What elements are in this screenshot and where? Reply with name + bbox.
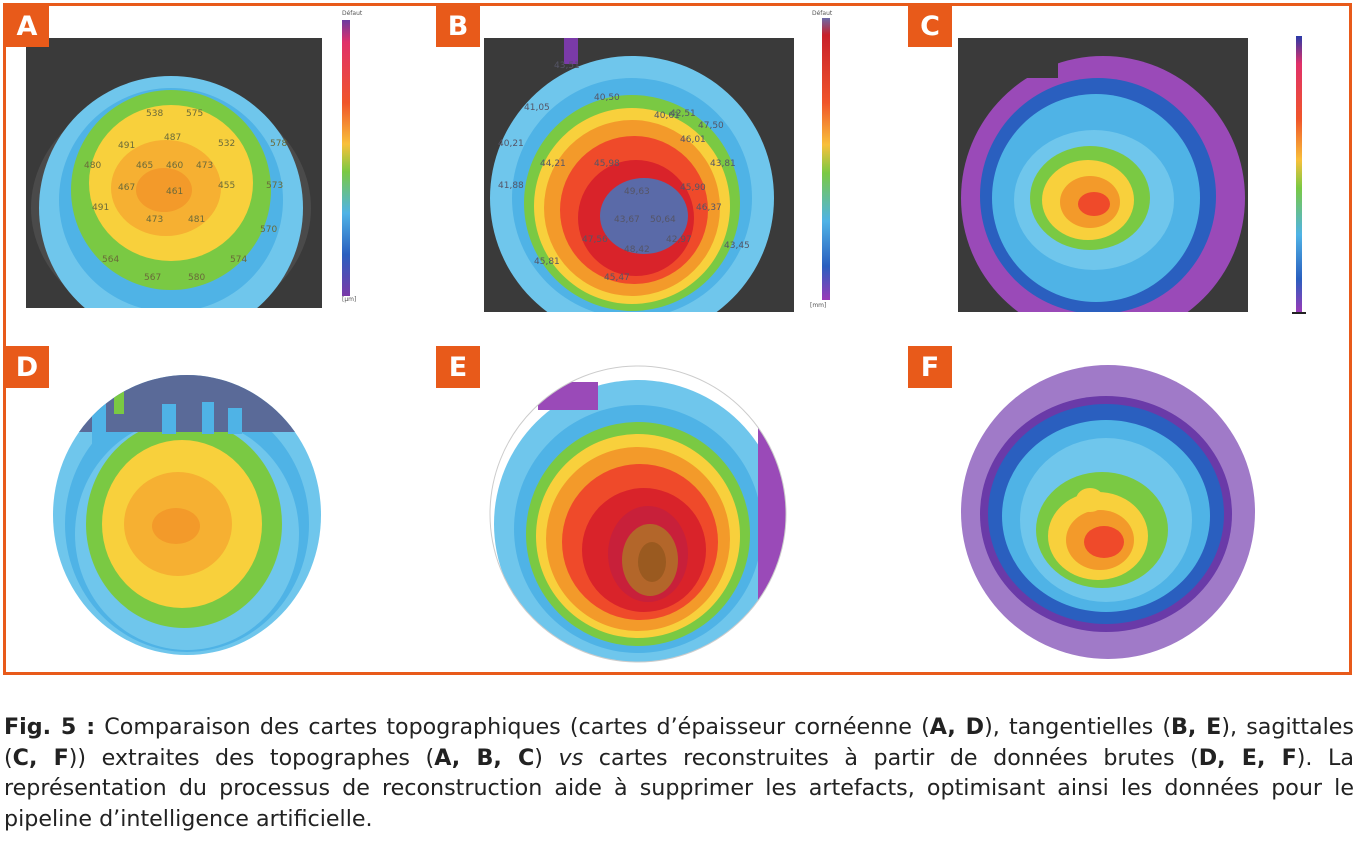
svg-text:538: 538: [146, 109, 163, 119]
svg-text:45,90: 45,90: [680, 183, 706, 193]
reconstructed-thickness-map-d: [52, 374, 322, 656]
svg-text:473: 473: [146, 215, 163, 225]
svg-text:45,98: 45,98: [594, 159, 620, 169]
curvature-values-b: 43,51 40,50 42,51 41,05 47,50 40,21 44,2…: [498, 61, 750, 283]
figure-label: Fig. 5 :: [4, 714, 96, 740]
svg-text:50,64: 50,64: [650, 215, 676, 225]
svg-text:455: 455: [218, 181, 235, 191]
svg-text:42,51: 42,51: [670, 109, 696, 119]
svg-text:578: 578: [270, 139, 287, 149]
figure-caption: Fig. 5 : Comparaison des cartes topograp…: [4, 714, 1354, 832]
svg-text:460: 460: [166, 161, 183, 171]
svg-text:45,81: 45,81: [534, 257, 560, 267]
svg-text:49,63: 49,63: [624, 187, 650, 197]
svg-text:41,88: 41,88: [498, 181, 524, 191]
svg-text:45,47: 45,47: [604, 273, 630, 283]
svg-text:574: 574: [230, 255, 247, 265]
svg-text:570: 570: [260, 225, 277, 235]
svg-text:567: 567: [144, 273, 161, 283]
svg-text:47,56: 47,56: [582, 235, 608, 245]
svg-text:40,21: 40,21: [498, 139, 524, 149]
svg-text:467: 467: [118, 183, 135, 193]
panel-label-c: C: [908, 5, 952, 47]
svg-text:42,97: 42,97: [666, 235, 692, 245]
svg-text:491: 491: [92, 203, 109, 213]
svg-text:580: 580: [188, 273, 205, 283]
svg-text:573: 573: [266, 181, 283, 191]
svg-text:46,01: 46,01: [680, 135, 706, 145]
svg-text:48,42: 48,42: [624, 245, 650, 255]
reconstructed-sagittal-map-f: [960, 364, 1256, 660]
svg-text:491: 491: [118, 141, 135, 151]
svg-text:564: 564: [102, 255, 119, 265]
svg-text:44,21: 44,21: [540, 159, 566, 169]
svg-text:41,05: 41,05: [524, 103, 550, 113]
svg-text:43,51: 43,51: [554, 61, 580, 71]
svg-text:47,50: 47,50: [698, 121, 724, 131]
color-scale-c: [1284, 30, 1314, 318]
color-scale-b: Défaut [mm]: [806, 10, 840, 310]
svg-text:481: 481: [188, 215, 205, 225]
svg-text:40,50: 40,50: [594, 93, 620, 103]
color-scale-a: Défaut [µm]: [336, 10, 366, 306]
svg-text:43,45: 43,45: [724, 241, 750, 251]
svg-text:461: 461: [166, 187, 183, 197]
svg-text:40,61: 40,61: [654, 111, 680, 121]
svg-text:46,37: 46,37: [696, 203, 722, 213]
svg-text:43,81: 43,81: [710, 159, 736, 169]
svg-text:473: 473: [196, 161, 213, 171]
svg-text:480: 480: [84, 161, 101, 171]
sagittal-map-c: [958, 38, 1248, 312]
panel-label-b: B: [436, 5, 480, 47]
tangential-map-b: 43,51 40,50 42,51 41,05 47,50 40,21 44,2…: [484, 38, 794, 312]
svg-text:575: 575: [186, 109, 203, 119]
reconstructed-tangential-map-e: [488, 364, 788, 664]
svg-text:487: 487: [164, 133, 181, 143]
svg-text:43,67: 43,67: [614, 215, 640, 225]
svg-text:465: 465: [136, 161, 153, 171]
panel-label-d: D: [5, 346, 49, 388]
thickness-values-a: 538 575 487 491 532 480 465 460 473 467 …: [84, 109, 287, 283]
panel-label-f: F: [908, 346, 952, 388]
corneal-thickness-map-a: 538 575 487 491 532 480 465 460 473 467 …: [26, 38, 322, 308]
panel-label-a: A: [5, 5, 49, 47]
panel-label-e: E: [436, 346, 480, 388]
svg-text:532: 532: [218, 139, 235, 149]
